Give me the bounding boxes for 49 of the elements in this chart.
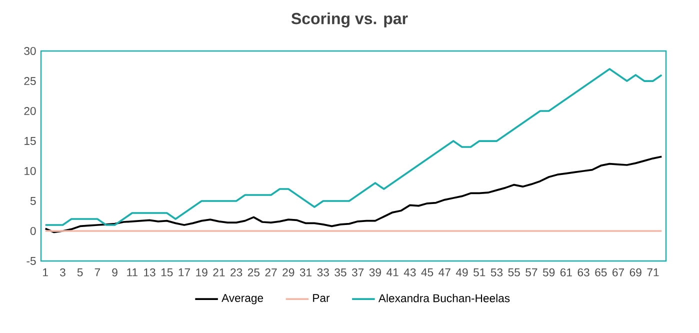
x-tick-label: 41 (386, 268, 398, 276)
x-tick-label: 23 (230, 268, 242, 276)
x-tick-label: 31 (300, 268, 312, 276)
x-tick-label: 21 (213, 268, 225, 276)
x-tick-label: 59 (542, 268, 555, 276)
x-tick-label: 39 (369, 268, 381, 276)
x-tick-label: 33 (317, 268, 329, 276)
legend-label: Par (313, 294, 330, 302)
x-tick-label: 17 (178, 268, 190, 276)
x-tick-label: 43 (404, 268, 416, 276)
x-tick-label: 13 (144, 268, 156, 276)
x-tick-label: 1 (43, 268, 48, 276)
y-tick-label: 10 (24, 167, 36, 176)
x-tick-label: 29 (282, 268, 294, 276)
x-tick-label: 9 (112, 268, 118, 276)
y-tick-label: 15 (24, 137, 36, 145)
x-tick-label: 69 (630, 268, 642, 276)
x-tick-label: 27 (265, 268, 277, 276)
x-tick-label: 45 (421, 268, 434, 276)
x-tick-label: 7 (94, 268, 100, 276)
x-tick-label: 61 (560, 268, 572, 276)
y-tick-label: 30 (24, 47, 36, 56)
x-tick-label: 65 (595, 268, 607, 276)
x-tick-label: 51 (474, 268, 486, 276)
x-tick-label: 5 (77, 268, 83, 276)
y-tick-label: 25 (24, 77, 36, 86)
x-tick-label: 57 (526, 268, 538, 276)
x-tick-label: 19 (196, 268, 208, 276)
x-tick-label: 15 (161, 268, 173, 276)
x-tick-label: 11 (127, 268, 138, 276)
y-tick-label: -5 (26, 257, 36, 265)
x-tick-label: 25 (248, 268, 260, 276)
x-tick-label: 53 (490, 268, 503, 276)
x-tick-label: 37 (352, 268, 364, 276)
legend-label: Average (222, 294, 264, 304)
chart-title: Scoring vs. par (291, 12, 408, 28)
line-series (44, 156, 663, 234)
x-tick-label: 67 (612, 268, 624, 276)
y-tick-label: 0 (30, 227, 36, 236)
x-tick-label: 47 (438, 268, 450, 276)
legend-label: Alexandra Buchan-Heelas (378, 294, 510, 302)
y-tick-label: 5 (30, 197, 36, 205)
x-tick-label: 55 (508, 268, 520, 276)
x-tick-label: 63 (578, 268, 590, 276)
y-tick-label: 20 (24, 107, 36, 116)
x-tick-label: 35 (334, 268, 346, 276)
x-tick-label: 49 (456, 268, 468, 276)
x-tick-label: 71 (647, 268, 659, 276)
x-tick-label: 3 (60, 268, 66, 276)
